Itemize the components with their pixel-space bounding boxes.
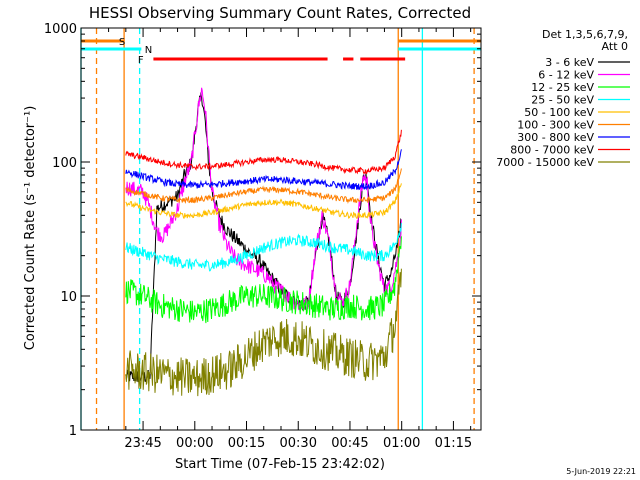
series-line-2 — [125, 236, 402, 324]
footer-stamp: 5-Jun-2019 22:21 — [566, 467, 636, 476]
y-axis-label: Corrected Count Rate (s⁻¹ detector⁻¹) — [23, 106, 38, 351]
legend-label-2: 12 - 25 keV — [531, 81, 594, 94]
legend-label-3: 25 - 50 keV — [531, 94, 594, 107]
flag-s-label: S — [119, 37, 125, 48]
y-tick-label: 1 — [69, 424, 77, 439]
series-line-7 — [125, 129, 402, 175]
plot-area: S NF — [80, 28, 481, 430]
legend-label-7: 800 - 7000 keV — [510, 144, 594, 157]
legend-label-4: 50 - 100 keV — [524, 106, 594, 119]
series-line-4 — [125, 183, 402, 219]
chart-title: HESSI Observing Summary Count Rates, Cor… — [89, 4, 471, 22]
x-tick-label: 23:45 — [124, 436, 161, 451]
x-tick-label: 00:30 — [280, 436, 317, 451]
flag-n-label: N — [145, 45, 152, 56]
x-tick-label: 01:00 — [383, 436, 420, 451]
x-tick-label: 00:15 — [228, 436, 265, 451]
legend-label-1: 6 - 12 keV — [538, 69, 594, 82]
y-tick-label: 100 — [52, 156, 77, 171]
x-axis-label: Start Time (07-Feb-15 23:42:02) — [175, 457, 385, 472]
series-line-5 — [125, 168, 402, 205]
legend-label-5: 100 - 300 keV — [517, 119, 594, 132]
x-tick-label: 01:15 — [435, 436, 472, 451]
legend-header-line: Det 1,3,5,6,7,9, — [542, 28, 628, 41]
legend-label-6: 300 - 800 keV — [517, 131, 594, 144]
x-tick-label: 00:00 — [176, 436, 213, 451]
legend-header-line: Att 0 — [602, 40, 628, 53]
legend-label-0: 3 - 6 keV — [545, 56, 594, 69]
flag-f-label: F — [138, 55, 144, 66]
y-tick-label: 10 — [60, 290, 77, 305]
y-tick-label: 1000 — [44, 22, 77, 37]
series-line-1 — [125, 87, 402, 311]
series-line-0 — [125, 92, 402, 383]
series-line-3 — [125, 222, 402, 272]
plot-frame — [80, 27, 482, 431]
axes: 1 10 100 1000 23:45 00:00 00:15 00:30 00:45 01:00… — [44, 22, 482, 451]
legend-label-8: 7000 - 15000 keV — [496, 156, 594, 169]
x-tick-label: 00:45 — [331, 436, 368, 451]
series-line-6 — [125, 149, 402, 191]
series-line-8 — [125, 268, 402, 397]
